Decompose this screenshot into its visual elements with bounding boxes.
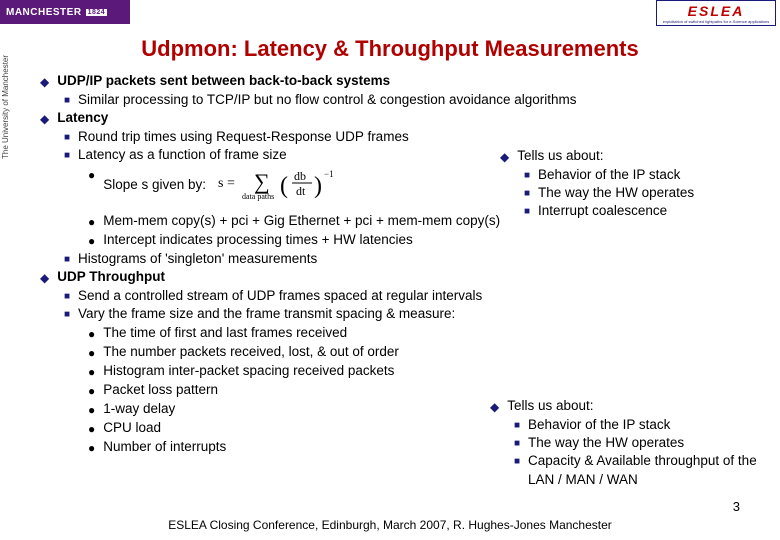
formula: s = ∑ data paths ( db dt ) −1 [216,165,386,206]
bullet-text: Packet loss pattern [103,381,218,399]
disc-icon: ● [88,401,95,419]
manchester-year: 1824 [86,9,108,16]
square-icon: ■ [64,306,70,323]
diamond-icon: ◆ [490,398,499,416]
square-icon: ■ [64,92,70,109]
square-icon: ■ [64,251,70,268]
bullet-text: Send a controlled stream of UDP frames s… [78,287,482,305]
square-icon: ■ [64,129,70,146]
side2-2: ■ The way the HW operates [490,434,770,452]
university-side-label: The University of Manchester [2,32,18,182]
slope-label: Slope s given by: [103,177,206,192]
square-icon: ■ [64,147,70,164]
bullet-3-2-3: ● Histogram inter-packet spacing receive… [40,362,756,381]
square-icon: ■ [64,288,70,305]
svg-text:db: db [294,169,306,183]
square-icon: ■ [524,185,530,202]
bullet-text: The number packets received, lost, & out… [103,343,399,361]
square-icon: ■ [514,453,520,470]
disc-icon: ● [88,344,95,362]
square-icon: ■ [514,435,520,452]
bullet-text: Round trip times using Request-Response … [78,128,409,146]
bullet-text: Tells us about: [507,397,593,415]
bullet-text: UDP/IP packets sent between back-to-back… [57,72,390,90]
bullet-text: Tells us about: [517,147,603,165]
bullet-text: Slope s given by: s = ∑ data paths ( db … [103,165,386,206]
bullet-text: Behavior of the IP stack [528,416,670,434]
bullet-text: The way the HW operates [538,184,694,202]
side2-head: ◆ Tells us about: [490,397,770,416]
diamond-icon: ◆ [40,269,49,287]
side1-2: ■ The way the HW operates [500,184,760,202]
bullet-text: Number of interrupts [103,438,226,456]
bullet-3-2-2: ● The number packets received, lost, & o… [40,343,756,362]
page-number: 3 [733,499,740,514]
formula-s: s = [218,176,235,191]
side2-3: ■ Capacity & Available throughput of the… [490,452,770,488]
side1-3: ■ Interrupt coalescence [500,202,760,220]
footer: ESLEA Closing Conference, Edinburgh, Mar… [0,518,780,532]
sum-icon: ∑ [254,169,270,194]
bullet-text: Latency as a function of frame size [78,146,287,164]
bullet-text: UDP Throughput [57,268,165,286]
bullet-1: ◆ UDP/IP packets sent between back-to-ba… [40,72,756,91]
bullet-text: 1-way delay [103,400,175,418]
bullet-2-3: ■ Histograms of 'singleton' measurements [40,250,756,268]
square-icon: ■ [524,167,530,184]
svg-text:): ) [314,173,322,199]
bullet-text: CPU load [103,419,161,437]
disc-icon: ● [88,213,95,231]
side-box-2: ◆ Tells us about: ■ Behavior of the IP s… [490,397,770,489]
bullet-text: The way the HW operates [528,434,684,452]
diamond-icon: ◆ [40,110,49,128]
diamond-icon: ◆ [500,148,509,166]
bullet-3-2: ■ Vary the frame size and the frame tran… [40,305,756,323]
side2-1: ■ Behavior of the IP stack [490,416,770,434]
bullet-3: ◆ UDP Throughput [40,268,756,287]
bullet-text: Behavior of the IP stack [538,166,680,184]
disc-icon: ● [88,232,95,250]
bullet-2: ◆ Latency [40,109,756,128]
bullet-2-2-3: ● Intercept indicates processing times +… [40,231,756,250]
bullet-2-1: ■ Round trip times using Request-Respons… [40,128,756,146]
header: MANCHESTER 1824 ESLEA exploitation of sw… [0,0,780,30]
bullet-text: Capacity & Available throughput of the L… [528,452,770,488]
eslea-subtitle: exploitation of switched lightpaths for … [663,19,770,24]
disc-icon: ● [88,420,95,438]
slide-title: Udpmon: Latency & Throughput Measurement… [0,36,780,62]
bullet-3-1: ■ Send a controlled stream of UDP frames… [40,287,756,305]
bullet-text: Histograms of 'singleton' measurements [78,250,317,268]
side1-head: ◆ Tells us about: [500,147,760,166]
bullet-text: Histogram inter-packet spacing received … [103,362,394,380]
eslea-text: ESLEA [688,3,745,19]
disc-icon: ● [88,363,95,381]
disc-icon: ● [88,166,95,184]
square-icon: ■ [524,203,530,220]
bullet-text: Mem-mem copy(s) + pci + Gig Ethernet + p… [103,212,500,230]
svg-text:(: ( [280,173,288,199]
bullet-text: Latency [57,109,108,127]
diamond-icon: ◆ [40,73,49,91]
bullet-3-2-1: ● The time of first and last frames rece… [40,324,756,343]
bullet-text: Intercept indicates processing times + H… [103,231,413,249]
bullet-text: The time of first and last frames receiv… [103,324,347,342]
svg-text:−1: −1 [324,169,334,179]
formula-sub: data paths [242,192,274,201]
disc-icon: ● [88,439,95,457]
disc-icon: ● [88,382,95,400]
bullet-text: Similar processing to TCP/IP but no flow… [78,91,577,109]
disc-icon: ● [88,325,95,343]
svg-text:dt: dt [296,184,306,198]
side1-1: ■ Behavior of the IP stack [500,166,760,184]
manchester-logo: MANCHESTER 1824 [0,0,130,24]
bullet-text: Vary the frame size and the frame transm… [78,305,455,323]
bullet-1-1: ■ Similar processing to TCP/IP but no fl… [40,91,756,109]
bullet-text: Interrupt coalescence [538,202,667,220]
square-icon: ■ [514,417,520,434]
side-box-1: ◆ Tells us about: ■ Behavior of the IP s… [500,147,760,221]
manchester-text: MANCHESTER [6,7,82,18]
eslea-logo: ESLEA exploitation of switched lightpath… [656,0,776,26]
